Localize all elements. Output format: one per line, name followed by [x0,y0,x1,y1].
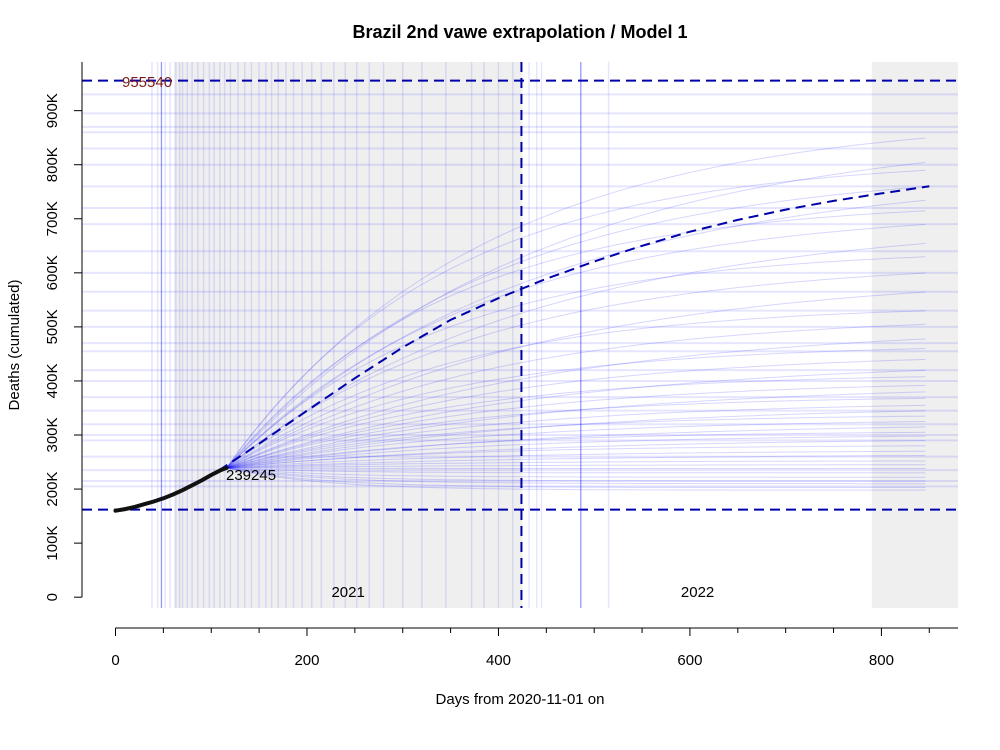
ensemble-curve [115,348,926,512]
ensemble-curve [115,137,926,512]
year-label: 2022 [681,584,714,601]
ensemble-curve [115,467,926,512]
ensemble-curve [115,415,926,512]
shaded-band [871,62,958,608]
x-tick-label: 400 [486,652,511,669]
chart-title: Brazil 2nd vawe extrapolation / Model 1 [352,22,687,42]
x-tick-label: 200 [294,652,319,669]
shaded-bands [173,62,958,608]
chart-texts: Brazil 2nd vawe extrapolation / Model 1 … [6,22,714,708]
x-axis-label: Days from 2020-11-01 on [436,691,605,708]
upper-value-label: 955540 [122,74,172,91]
ensemble-curve [115,445,926,512]
ensemble-curve [115,460,926,512]
ensemble-curve [115,391,926,512]
ensemble-curve [115,435,926,512]
y-tick-label: 0 [44,593,61,601]
ensemble-curve [115,358,926,512]
background-lines [82,62,958,608]
ensemble-curve [115,199,926,512]
ensemble-curve [115,186,926,512]
y-tick-label: 200K [44,472,61,507]
ensemble-curve [115,467,926,512]
ensemble-curve [115,440,926,512]
ensemble-curve [115,467,926,512]
y-tick-label: 400K [44,363,61,398]
ensemble-curve [115,467,926,512]
ensemble-curve [115,467,926,512]
ensemble-curve [115,467,926,512]
observed-series [113,465,229,513]
y-tick-label: 800K [44,147,61,182]
ensemble-curve [115,310,926,512]
ensemble-curve [115,421,926,512]
current-value-label: 239245 [226,467,276,484]
x-tick-label: 600 [677,652,702,669]
shaded-band [173,62,523,608]
ensemble-curve [115,404,926,512]
x-tick-label: 800 [869,652,894,669]
ensemble-curve [115,384,926,512]
reference-lines [82,62,958,608]
ensemble-curve [115,426,926,512]
axes: 0 200 400 600 800 0 100K 200K 300K 400K 500K 600K 70… [44,62,958,669]
y-tick-label: 600K [44,255,61,290]
ensemble-curve [115,376,926,512]
ensemble-curve [115,169,926,512]
ensemble-curve [115,369,926,512]
ensemble-curve [115,397,926,512]
ensemble-curve [115,464,926,512]
observed-line [113,465,229,513]
y-axis-label: Deaths (cumulated) [6,280,23,411]
y-tick-label: 500K [44,309,61,344]
ensemble-curve [115,256,926,512]
ensemble-curve [115,223,926,512]
ensemble-curve [115,431,926,512]
ensemble-curve [115,467,926,512]
year-label: 2021 [331,584,364,601]
ensemble-curve [115,450,926,512]
central-projection [115,185,930,512]
ensemble-curve [115,210,926,512]
ensemble-curve [115,161,926,512]
ensemble-curve [115,291,926,512]
ensemble-curve [115,455,926,512]
y-tick-label: 900K [44,93,61,128]
y-tick-label: 300K [44,417,61,452]
central-projection-line [115,185,930,512]
x-tick-label: 0 [111,652,119,669]
ensemble-curve [115,338,926,512]
ensemble-curves [115,137,926,512]
y-tick-label: 700K [44,201,61,236]
y-tick-label: 100K [44,526,61,561]
ensemble-curve [115,323,926,512]
ensemble-curve [115,410,926,512]
